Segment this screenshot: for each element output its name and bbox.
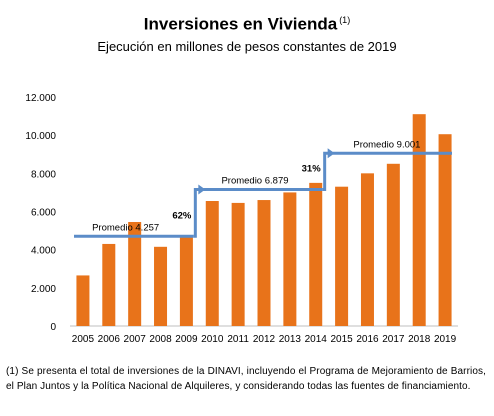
x-tick-label: 2017 [382,334,405,345]
bar-2011 [231,202,245,326]
growth-label-1: 62% [172,210,192,221]
y-tick-label: 4.000 [31,246,56,257]
bar-2012 [257,200,271,326]
y-tick-label: 12.000 [25,93,56,104]
bar-2016 [360,173,374,326]
bar-2010 [205,201,219,326]
x-tick-label: 2010 [201,334,224,345]
y-tick-label: 0 [50,322,56,333]
x-tick-label: 2011 [227,334,249,345]
growth-label-2: 31% [302,164,322,175]
bar-2007 [128,221,142,326]
y-tick-label: 2.000 [31,284,56,295]
x-tick-label: 2018 [408,334,431,345]
bar-2013 [283,192,297,326]
chart-header: Inversiones en Vivienda (1) Ejecución en … [0,10,494,55]
x-tick-label: 2014 [305,334,328,345]
x-tick-label: 2012 [253,334,276,345]
chart-title: Inversiones en Vivienda (1) [0,10,494,35]
bar-2006 [102,243,116,326]
bar-2015 [335,186,349,326]
bar-2019 [438,134,452,326]
x-tick-label: 2006 [98,334,121,345]
average-label-3: Promedio 9.001 [353,139,420,150]
x-tick-label: 2009 [175,334,198,345]
y-tick-label: 8.000 [31,169,56,180]
growth-arrow-2-head [327,148,335,159]
footnote: (1) Se presenta el total de inversiones … [6,366,486,392]
y-tick-label: 10.000 [25,131,56,142]
x-tick-label: 2007 [124,334,147,345]
chart-title-text: Inversiones en Vivienda [143,14,338,34]
growth-arrow-2-line [322,151,330,192]
bar-2009 [179,235,193,326]
chart-subtitle: Ejecución en millones de pesos constante… [97,38,397,54]
average-label-1: Promedio 4.257 [92,222,159,233]
bar-2018 [412,114,426,326]
title-footnote-marker: (1) [339,15,351,25]
x-tick-label: 2015 [330,334,353,345]
growth-arrow-1-line [193,188,201,238]
x-tick-label: 2016 [356,334,379,345]
bar-2008 [154,246,168,326]
bar-2005 [76,275,90,326]
x-tick-label: 2005 [72,334,95,345]
average-label-2: Promedio 6.879 [221,176,288,187]
bar-2017 [386,163,400,326]
y-tick-label: 6.000 [31,208,56,219]
x-tick-label: 2013 [279,334,302,345]
x-tick-label: 2019 [434,334,457,345]
growth-arrow-1-head [198,184,206,195]
x-tick-label: 2008 [149,334,172,345]
bar-2014 [309,182,323,326]
